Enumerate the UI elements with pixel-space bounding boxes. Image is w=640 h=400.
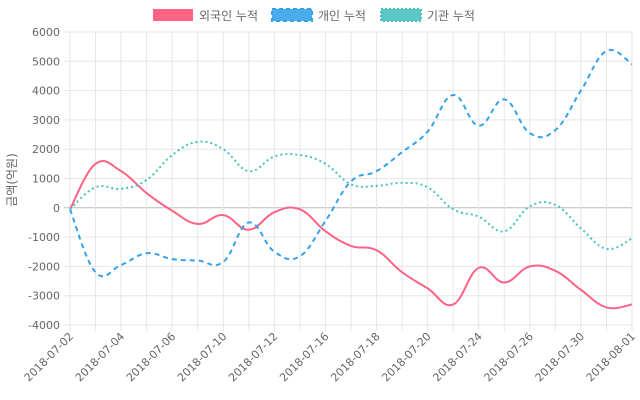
x-tick-label: 2018-07-06 [124,330,178,384]
y-tick-label: 3000 [32,114,60,127]
x-tick-label: 2018-07-02 [22,330,76,384]
legend-label: 개인 누적 [318,9,366,23]
legend-swatch [271,8,313,22]
y-tick-label: -1000 [28,231,60,244]
y-tick-label: -4000 [28,319,60,332]
y-tick-label: -3000 [28,290,60,303]
y-tick-label: 2000 [32,143,60,156]
y-tick-label: 1000 [32,173,60,186]
y-axis-ticks: 6000 5000 4000 3000 2000 1000 0 -1000 -2000 -3000… [28,26,60,332]
x-axis-ticks: 2018-07-022018-07-042018-07-062018-07-10… [22,330,638,384]
legend-label: 외국인 누적 [199,9,258,23]
legend-swatch [153,9,193,21]
y-tick-label: 5000 [32,55,60,68]
legend-item[interactable]: 기관 누적 [380,8,475,23]
x-tick-label: 2018-07-10 [175,330,229,384]
grid [64,31,633,331]
x-tick-label: 2018-07-24 [430,330,484,384]
legend[interactable]: 외국인 누적 개인 누적 기관 누적 [153,8,475,23]
series [69,48,633,310]
legend-swatch [380,8,422,22]
x-tick-label: 2018-07-26 [482,330,536,384]
legend-item[interactable]: 개인 누적 [271,8,366,23]
x-tick-label: 2018-07-12 [226,330,280,384]
y-axis-label: 금액(억원) [5,153,19,207]
y-tick-label: 0 [53,202,60,215]
y-tick-label: 6000 [32,26,60,39]
x-tick-label: 2018-07-30 [533,330,587,384]
legend-label: 기관 누적 [427,9,475,23]
y-tick-label: 4000 [32,85,60,98]
y-tick-label: -2000 [28,260,60,273]
legend-item[interactable]: 외국인 누적 [153,9,258,23]
x-tick-label: 2018-07-20 [379,330,433,384]
x-tick-label: 2018-07-18 [328,330,382,384]
x-tick-label: 2018-07-16 [277,330,331,384]
x-tick-label: 2018-07-04 [73,330,127,384]
series-line-1 [69,159,633,310]
x-tick-label: 2018-08-01 [584,330,638,384]
